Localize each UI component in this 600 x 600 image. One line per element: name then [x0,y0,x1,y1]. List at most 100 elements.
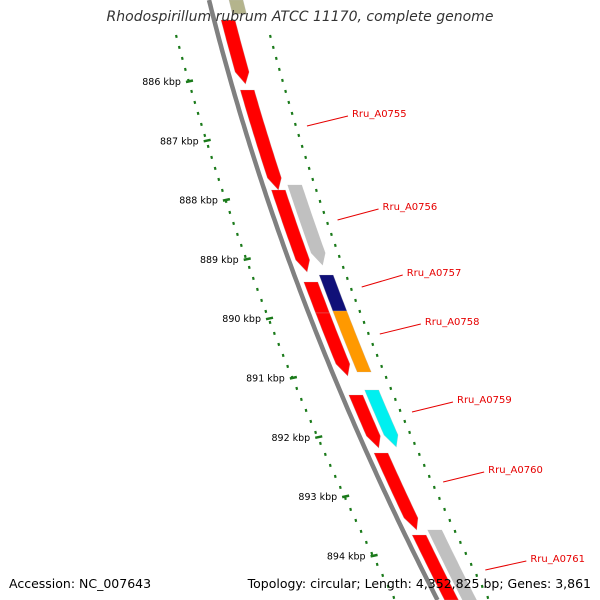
inner-ring-dot [277,342,281,347]
inner-ring-dot [304,408,308,413]
tick-label: 887 kbp [160,136,199,147]
outer-ring-dot [358,309,362,314]
outer-ring-dot [408,430,412,435]
accession-text: Accession: NC_007643 [9,576,152,591]
tick-mark [185,79,194,84]
inner-ring-dot [272,331,276,336]
gene-labels: Rru_A0755 Rru_A0756 Rru_A0757 Rru_A0758 Rru_… [306,109,585,571]
tick-mark [203,138,211,143]
gene-arrow-highlight [373,452,419,532]
gene-label[interactable]: Rru_A0757 [407,268,462,279]
inner-ring-dot [295,386,299,391]
inner-ring-dot [210,155,214,160]
gene-arrow-highlight [228,0,248,15]
backbone-line [206,0,440,600]
gene-label[interactable]: Rru_A0755 [352,109,407,120]
gene-label[interactable]: Rru_A0759 [457,395,512,406]
gene-label[interactable]: Rru_A0758 [425,317,480,328]
gene-label[interactable]: Rru_A0760 [488,465,543,476]
gene-arrow-highlight [363,389,399,449]
gene-arrow[interactable] [348,394,381,449]
tick-label: 891 kbp [246,374,285,385]
tick-mark [243,257,251,262]
inner-ring-dot [260,298,264,303]
tick-mark [265,316,274,321]
outer-ring-dot [393,397,397,402]
inner-ring-dot [213,166,217,171]
tick-mark [341,494,350,499]
inner-ring-dot [247,265,251,270]
outer-ring-dot [486,595,490,600]
gene-arrow[interactable] [220,19,250,85]
outer-ring-dot [422,463,426,468]
gene-arrow-highlight [314,312,351,378]
inner-ring-dot [236,232,239,237]
inner-ring-dot [217,177,221,182]
gene-arrow-highlight [239,89,282,192]
inner-ring-dot [174,34,178,39]
label-leader-line [361,274,403,288]
gene-arrow[interactable] [411,534,459,600]
tick-label: 893 kbp [298,492,337,503]
gene-arrow-highlight [426,529,478,600]
tick-mark [370,553,378,558]
outer-ring-dot [341,265,345,270]
outer-ring-dot [380,364,384,369]
inner-ring-dot [314,430,318,435]
inner-ring-dot [281,353,285,358]
outer-ring-dot [464,551,468,556]
outer-ring-dot [293,122,297,127]
outer-ring-dot [290,111,294,116]
gene-arrow[interactable] [239,89,282,191]
inner-tick-ring [174,34,396,600]
outer-ring-dot [271,45,275,50]
inner-ring-dot [228,210,232,215]
outer-ring-dot [333,243,337,248]
tick-mark [314,435,323,440]
outer-ring-dot [448,518,452,523]
gene-features [220,0,478,600]
gene-arrow[interactable] [427,529,477,600]
outer-ring-dot [268,34,272,39]
gene-arrow[interactable] [364,389,399,448]
tick-label: 886 kbp [142,77,181,88]
inner-ring-dot [392,595,396,600]
gene-label[interactable]: Rru_A0761 [530,554,585,565]
inner-ring-dot [328,463,332,468]
inner-ring-dot [177,45,181,50]
gene-arrow[interactable] [315,312,351,377]
outer-ring-dot [274,56,278,61]
inner-ring-dot [232,221,236,226]
label-leader-line [485,560,527,571]
gene-arrow[interactable] [373,452,419,531]
outer-ring-dot [307,166,311,171]
tick-label: 889 kbp [200,255,239,266]
inner-ring-dot [183,67,187,72]
map-title: Rhodospirillum rubrum ATCC 11170, comple… [106,9,494,25]
scale-ticks: 886 kbp 887 kbp 888 kbp 889 kbp 890 kbp 891 k… [142,77,378,562]
outer-ring-dot [443,507,447,512]
inner-ring-dot [319,441,322,446]
outer-ring-dot [314,188,318,193]
inner-ring-dot [354,518,358,523]
inner-ring-dot [180,56,184,61]
gene-label[interactable]: Rru_A0756 [383,202,438,213]
outer-ring-dot [322,210,326,215]
gene-arrow-highlight [220,19,250,86]
inner-ring-dot [309,419,313,424]
tick-label: 892 kbp [272,433,311,444]
gene-arrow[interactable] [270,189,311,273]
gene-arrow[interactable] [228,0,247,15]
inner-ring-dot [338,485,342,490]
outer-ring-dot [427,474,431,479]
outer-ring-dot [417,452,421,457]
inner-ring-dot [364,540,368,545]
tick-label: 894 kbp [327,551,366,562]
outer-ring-dot [375,353,379,358]
outer-ring-dot [438,496,441,501]
gene-arrow[interactable] [287,184,326,266]
outer-ring-dot [284,89,288,94]
gene-arrow[interactable] [332,310,372,373]
inner-ring-dot [251,276,255,281]
outer-ring-dot [287,100,291,105]
